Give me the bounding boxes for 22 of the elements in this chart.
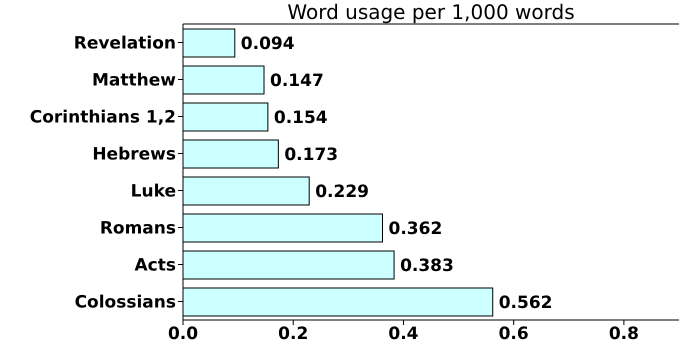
- y-tick-label: Revelation: [74, 34, 176, 54]
- x-tick-label: 0.0: [168, 324, 198, 344]
- chart-title: Word usage per 1,000 words: [286, 0, 576, 24]
- data-label: 0.094: [240, 34, 295, 54]
- data-label: 0.173: [284, 145, 338, 166]
- x-tick-label: 0.4: [388, 324, 419, 344]
- data-label: 0.362: [388, 219, 442, 240]
- data-label: 0.154: [274, 108, 328, 128]
- y-tick-label: Romans: [100, 218, 176, 239]
- data-label: 0.147: [270, 71, 324, 92]
- y-tick-label: Matthew: [92, 70, 176, 91]
- y-tick-label: Acts: [134, 256, 176, 276]
- data-label: 0.229: [315, 182, 369, 202]
- data-label: 0.383: [400, 256, 454, 276]
- data-label: 0.562: [498, 293, 553, 314]
- x-tick-label: 0.6: [498, 324, 529, 344]
- y-tick-label: Corinthians 1,2: [30, 108, 176, 128]
- x-tick-label: 0.2: [278, 324, 308, 344]
- y-tick-label: Colossians: [74, 292, 176, 313]
- y-tick-label: Hebrews: [92, 144, 176, 165]
- x-tick-label: 0.8: [608, 324, 639, 344]
- y-tick-label: Luke: [130, 182, 176, 202]
